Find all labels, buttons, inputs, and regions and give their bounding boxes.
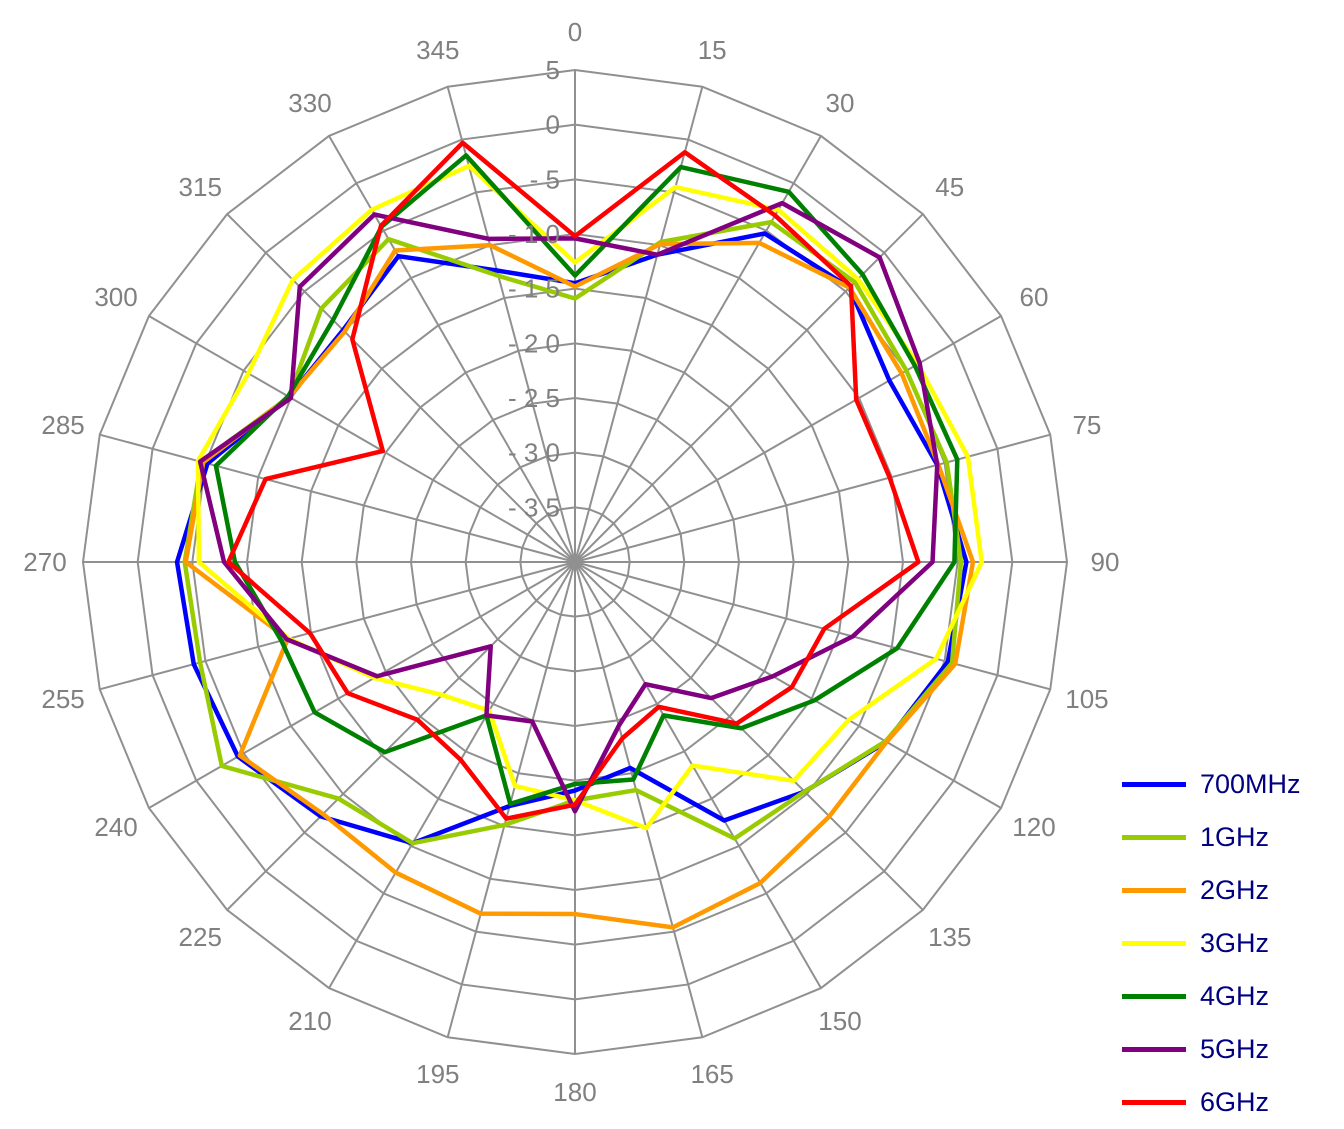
series-line-6GHz <box>226 140 921 821</box>
legend-label: 1GHz <box>1200 822 1270 852</box>
spoke-210 <box>328 561 576 989</box>
legend-swatch <box>1122 835 1186 840</box>
legend-swatch <box>1122 941 1186 946</box>
legend-swatch <box>1122 782 1186 787</box>
spoke-150 <box>574 561 822 989</box>
angle-label-285: 285 <box>41 410 84 440</box>
radial-tick-labels: - 3 5 - 3 0 - 2 5 - 2 0 - 1 5 - 1 0 - 5 0 5 <box>508 55 560 522</box>
legend-label: 700MHz <box>1200 769 1301 799</box>
legend-item: 4GHz <box>1122 970 1332 1023</box>
legend-swatch <box>1122 994 1186 999</box>
spoke-255 <box>99 561 576 691</box>
angle-label-150: 150 <box>818 1006 861 1036</box>
angle-label-105: 105 <box>1065 684 1108 714</box>
spoke-105 <box>574 561 1051 691</box>
angle-label-60: 60 <box>1020 282 1049 312</box>
spoke-135 <box>574 561 924 911</box>
angle-label-240: 240 <box>94 812 137 842</box>
legend: 700MHz 1GHz 2GHz 3GHz 4GHz 5GHz 6GHz <box>1122 758 1332 1129</box>
angle-label-225: 225 <box>179 922 222 952</box>
spoke-15 <box>574 86 704 563</box>
angle-label-90: 90 <box>1091 547 1120 577</box>
legend-item: 2GHz <box>1122 864 1332 917</box>
angle-label-255: 255 <box>41 684 84 714</box>
spoke-30 <box>574 135 822 563</box>
radial-tick-label: - 2 0 <box>508 328 560 358</box>
radial-tick-label: 5 <box>546 55 560 85</box>
spoke-300 <box>148 315 576 563</box>
legend-item: 5GHz <box>1122 1023 1332 1076</box>
angle-label-15: 15 <box>698 35 727 65</box>
legend-item: 1GHz <box>1122 811 1332 864</box>
angle-label-195: 195 <box>416 1059 459 1089</box>
legend-label: 4GHz <box>1200 981 1270 1011</box>
angle-label-180: 180 <box>553 1077 596 1107</box>
angle-label-345: 345 <box>416 35 459 65</box>
legend-swatch <box>1122 888 1186 893</box>
spoke-165 <box>574 561 704 1038</box>
radial-tick-label: 0 <box>546 110 560 140</box>
legend-label: 5GHz <box>1200 1034 1270 1064</box>
angle-label-30: 30 <box>826 88 855 118</box>
angle-label-315: 315 <box>179 172 222 202</box>
radial-tick-label: - 2 5 <box>508 383 560 413</box>
radial-tick-label: - 3 0 <box>508 438 560 468</box>
series-lines <box>174 140 984 930</box>
radial-tick-label: - 5 <box>530 164 560 194</box>
spoke-75 <box>574 433 1051 563</box>
legend-swatch <box>1122 1100 1186 1105</box>
angle-label-300: 300 <box>94 282 137 312</box>
spoke-60 <box>574 315 1002 563</box>
spoke-45 <box>574 213 924 563</box>
legend-label: 3GHz <box>1200 928 1270 958</box>
angle-label-0: 0 <box>568 17 582 47</box>
angle-tick-labels: 0 15 30 45 60 75 90 105 120 135 150 165 180 195 210 225… <box>23 17 1119 1107</box>
spoke-330 <box>328 135 576 563</box>
series-line-5GHz <box>197 200 940 814</box>
polar-spokes <box>83 70 1067 1054</box>
angle-label-330: 330 <box>288 88 331 118</box>
legend-label: 2GHz <box>1200 875 1270 905</box>
angle-label-75: 75 <box>1072 410 1101 440</box>
spoke-285 <box>99 433 576 563</box>
angle-label-120: 120 <box>1012 812 1055 842</box>
legend-label: 6GHz <box>1200 1087 1270 1117</box>
angle-label-45: 45 <box>935 172 964 202</box>
angle-label-270: 270 <box>23 547 66 577</box>
angle-label-165: 165 <box>690 1059 733 1089</box>
legend-item: 3GHz <box>1122 917 1332 970</box>
legend-item: 700MHz <box>1122 758 1332 811</box>
spoke-120 <box>574 561 1002 809</box>
radial-tick-label: - 1 5 <box>508 274 560 304</box>
spoke-315 <box>226 213 576 563</box>
legend-swatch <box>1122 1047 1186 1052</box>
spoke-225 <box>226 561 576 911</box>
angle-label-210: 210 <box>288 1006 331 1036</box>
series-line-4GHz <box>213 153 960 807</box>
radial-tick-label: - 3 5 <box>508 492 560 522</box>
angle-label-135: 135 <box>928 922 971 952</box>
legend-item: 6GHz <box>1122 1076 1332 1129</box>
radial-tick-label: - 1 0 <box>508 219 560 249</box>
